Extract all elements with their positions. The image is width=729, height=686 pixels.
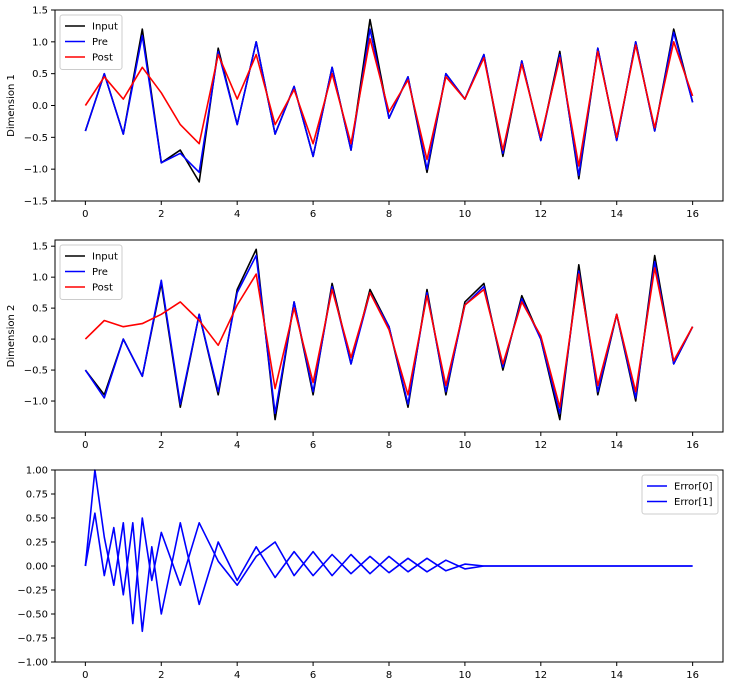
legend: Error[0] Error[1] xyxy=(641,474,719,515)
x-tick-label: 12 xyxy=(534,670,547,681)
y-tick-label: −0.50 xyxy=(17,610,48,621)
y-tick-label: −0.25 xyxy=(17,586,48,597)
y-tick-label: 0.0 xyxy=(32,101,48,112)
y-tick-label: −0.75 xyxy=(17,634,48,645)
legend-label: Post xyxy=(92,283,113,294)
legend-label: Error[1] xyxy=(674,497,713,508)
legend: Input Pre Post xyxy=(59,14,123,70)
x-tick-label: 6 xyxy=(310,440,316,451)
legend-box xyxy=(59,244,123,300)
y-tick-label: 1.00 xyxy=(26,466,48,477)
y-tick-label: −1.00 xyxy=(17,658,48,669)
x-tick-label: 8 xyxy=(386,209,392,220)
x-tick-label: 10 xyxy=(459,670,472,681)
x-tick-label: 8 xyxy=(386,440,392,451)
y-tick-label: −1.5 xyxy=(24,197,48,208)
y-tick-label: −0.5 xyxy=(24,133,48,144)
x-tick-label: 0 xyxy=(82,440,88,451)
series-line-2-3 xyxy=(84,267,694,409)
series-line-3-1 xyxy=(84,469,693,625)
series-line-1-3 xyxy=(84,37,694,167)
y-tick-label: 1.5 xyxy=(32,242,48,253)
series-line-2-2 xyxy=(84,254,694,415)
x-tick-label: 14 xyxy=(610,209,623,220)
legend: Input Pre Post xyxy=(59,244,123,300)
x-tick-label: 8 xyxy=(386,670,392,681)
x-tick-label: 10 xyxy=(459,209,472,220)
y-tick-label: 0.0 xyxy=(32,335,48,346)
legend-box xyxy=(641,474,719,515)
x-tick-label: 10 xyxy=(459,440,472,451)
x-tick-label: 6 xyxy=(310,209,316,220)
legend-label: Input xyxy=(92,252,118,263)
series-line-2-1 xyxy=(84,248,694,421)
chart-1: 0 2 4 6 8 10 12 14 16 −1.5 −1.0 −0.5 0.0 0.5 1.0 1.5 Dim… xyxy=(6,6,724,220)
x-tick-label: 2 xyxy=(158,670,164,681)
y-tick-label: 0.5 xyxy=(32,69,48,80)
legend-box xyxy=(59,14,123,70)
y-tick-label: 0.50 xyxy=(26,514,48,525)
x-tick-label: 2 xyxy=(158,209,164,220)
x-tick-label: 4 xyxy=(234,209,240,220)
y-tick-label: 0.25 xyxy=(26,538,48,549)
x-tick-label: 4 xyxy=(234,670,240,681)
x-tick-label: 14 xyxy=(610,440,623,451)
x-tick-label: 14 xyxy=(610,670,623,681)
y-axis-label: Dimension 1 xyxy=(6,74,17,137)
x-tick-label: 2 xyxy=(158,440,164,451)
y-tick-label: 0.00 xyxy=(26,562,48,573)
x-tick-label: 0 xyxy=(82,670,88,681)
x-tick-label: 12 xyxy=(534,440,547,451)
y-tick-label: −1.0 xyxy=(24,397,48,408)
y-tick-label: 1.0 xyxy=(32,273,48,284)
x-tick-label: 16 xyxy=(686,670,699,681)
chart-2: 0 2 4 6 8 10 12 14 16 −1.0 −0.5 0.0 0.5 1.0 1.5 Dimensi… xyxy=(6,239,724,451)
x-tick-label: 4 xyxy=(234,440,240,451)
x-tick-label: 16 xyxy=(686,209,699,220)
y-tick-label: −0.5 xyxy=(24,366,48,377)
y-tick-label: 0.75 xyxy=(26,490,48,501)
x-tick-label: 6 xyxy=(310,670,316,681)
y-tick-label: 1.5 xyxy=(32,6,48,17)
series-line-1-1 xyxy=(84,18,694,183)
series-line-3-2 xyxy=(84,512,693,633)
y-axis-label: Dimension 2 xyxy=(6,305,17,368)
y-tick-label: −1.0 xyxy=(24,165,48,176)
x-tick-label: 12 xyxy=(534,209,547,220)
chart-3: 0 2 4 6 8 10 12 14 16 −1.00 −0.75 −0.50 −0.25 0.00 0.2… xyxy=(17,466,724,681)
legend-label: Input xyxy=(92,22,118,33)
y-tick-label: 1.0 xyxy=(32,37,48,48)
x-tick-label: 16 xyxy=(686,440,699,451)
x-tick-label: 0 xyxy=(82,209,88,220)
legend-label: Pre xyxy=(92,267,108,278)
y-tick-label: 0.5 xyxy=(32,304,48,315)
legend-label: Error[0] xyxy=(674,482,713,493)
legend-label: Pre xyxy=(92,37,108,48)
legend-label: Post xyxy=(92,53,113,64)
